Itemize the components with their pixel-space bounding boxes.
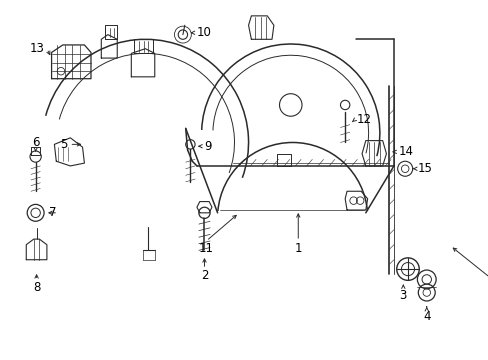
Text: 2: 2 — [200, 269, 208, 282]
Text: 3: 3 — [399, 289, 406, 302]
Text: 6: 6 — [32, 136, 40, 149]
Text: 7: 7 — [49, 206, 56, 219]
Text: 10: 10 — [197, 26, 211, 39]
Text: 11: 11 — [199, 242, 213, 255]
Text: 4: 4 — [422, 310, 429, 323]
Text: 12: 12 — [356, 113, 371, 126]
Text: 8: 8 — [33, 282, 40, 294]
Text: 15: 15 — [417, 162, 431, 175]
Text: 1: 1 — [294, 242, 302, 255]
Text: 5: 5 — [60, 138, 67, 151]
Text: 14: 14 — [398, 145, 413, 158]
Text: 13: 13 — [30, 42, 45, 55]
Text: 9: 9 — [204, 140, 211, 153]
